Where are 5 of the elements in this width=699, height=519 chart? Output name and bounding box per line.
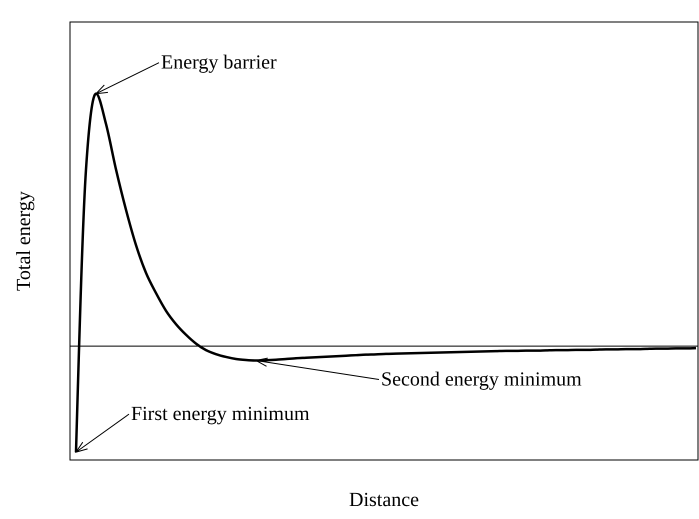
annotation: Second energy minimum [381,368,582,390]
x-axis-title: Distance [349,489,420,511]
y-axis-title: Total energy [13,191,35,291]
annotation: First energy minimum [131,403,310,426]
text: Energy barrier [161,52,278,74]
